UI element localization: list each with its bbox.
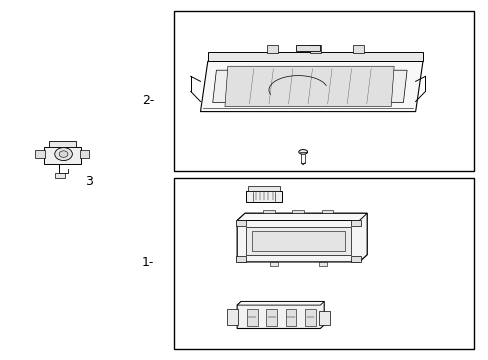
Polygon shape — [237, 302, 324, 305]
Bar — [227, 309, 238, 325]
Bar — [263, 210, 274, 213]
Bar — [305, 309, 315, 325]
Bar — [319, 310, 329, 325]
Bar — [321, 210, 333, 213]
Bar — [173, 178, 473, 349]
Polygon shape — [200, 61, 422, 112]
Bar — [269, 262, 277, 266]
Bar — [246, 309, 257, 325]
Polygon shape — [237, 302, 324, 328]
Bar — [266, 45, 278, 53]
Bar — [251, 231, 344, 251]
Bar — [285, 309, 296, 325]
Bar — [292, 210, 304, 213]
Bar — [235, 220, 245, 226]
Polygon shape — [224, 66, 393, 107]
Circle shape — [55, 148, 72, 161]
Bar — [352, 45, 364, 53]
Bar — [80, 150, 89, 158]
Bar — [350, 256, 360, 262]
Bar — [49, 141, 76, 147]
Bar — [235, 256, 245, 262]
Bar — [248, 186, 279, 191]
Polygon shape — [207, 52, 422, 61]
Bar — [44, 147, 81, 164]
Bar — [245, 227, 350, 256]
Bar — [318, 262, 326, 266]
Polygon shape — [237, 213, 366, 262]
Bar — [295, 45, 320, 51]
Text: 1-: 1- — [142, 256, 154, 269]
Bar — [35, 150, 45, 158]
Ellipse shape — [298, 150, 307, 154]
Bar — [309, 45, 321, 53]
Circle shape — [59, 151, 68, 157]
Polygon shape — [237, 213, 366, 220]
Bar — [55, 173, 64, 178]
Bar — [266, 309, 277, 325]
Bar — [350, 220, 360, 226]
Text: 3: 3 — [85, 175, 93, 188]
Polygon shape — [212, 70, 406, 103]
Text: 2-: 2- — [142, 94, 154, 107]
Bar — [245, 191, 282, 202]
Bar — [173, 11, 473, 171]
